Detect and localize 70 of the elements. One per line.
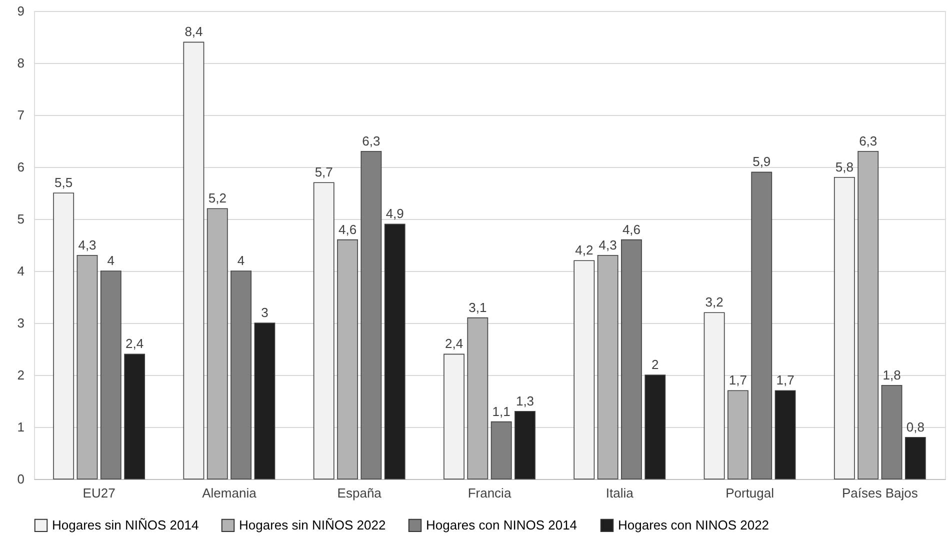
data-label: 6,3 <box>859 133 878 148</box>
y-tick-label: 3 <box>17 316 24 330</box>
bar <box>100 270 122 480</box>
bar <box>881 385 902 480</box>
y-tick-label: 4 <box>17 264 24 278</box>
bar <box>774 390 796 480</box>
data-label: 4 <box>237 253 245 268</box>
legend-label: Hogares sin NIÑOS 2022 <box>239 517 386 532</box>
data-label: 5,7 <box>314 164 333 180</box>
x-tick-label: Países Bajos <box>842 486 918 500</box>
data-label: 3 <box>261 305 268 320</box>
data-label: 4,6 <box>338 222 357 237</box>
bar <box>384 224 406 480</box>
bar <box>514 411 536 480</box>
data-label: 4 <box>107 253 115 268</box>
x-tick-label: EU27 <box>82 486 116 500</box>
y-tick-label: 6 <box>17 160 24 174</box>
data-label: 2,4 <box>444 336 464 352</box>
data-label: 8,4 <box>184 24 203 40</box>
x-tick-label: Alemania <box>202 486 258 500</box>
y-tick-label: 8 <box>17 56 24 70</box>
y-tick-label: 1 <box>17 420 24 434</box>
bar <box>904 437 926 480</box>
bar <box>53 192 74 480</box>
data-label: 1,3 <box>516 393 534 408</box>
x-tick-label: Francia <box>468 486 512 500</box>
bar <box>124 354 146 480</box>
y-tick-label: 7 <box>17 108 24 122</box>
data-label: 3,1 <box>468 300 487 315</box>
data-label: 1,7 <box>728 372 747 388</box>
bar <box>621 239 642 480</box>
y-tick-label: 9 <box>17 4 24 18</box>
data-label: 4,9 <box>386 206 404 222</box>
legend-label: Hogares con NINOS 2014 <box>426 517 578 532</box>
data-label: 4,6 <box>622 222 641 237</box>
data-label: 2 <box>652 357 659 372</box>
data-label: 4,3 <box>598 237 617 252</box>
data-label: 5,9 <box>752 154 771 170</box>
legend-label: Hogares con NINOS 2022 <box>618 517 770 532</box>
data-label: 5,8 <box>835 159 854 174</box>
bar <box>704 312 725 480</box>
data-label: 3,2 <box>705 294 724 310</box>
y-tick-label: 2 <box>17 368 24 382</box>
bar <box>360 151 382 480</box>
x-tick-label: España <box>337 486 382 500</box>
data-label: 5,2 <box>208 190 226 206</box>
bar <box>444 354 464 480</box>
data-label: 1,7 <box>776 372 794 388</box>
bar <box>490 421 512 480</box>
x-tick-label: Italia <box>606 486 634 500</box>
data-label: 0,8 <box>906 419 924 434</box>
bar <box>230 270 252 480</box>
bar <box>254 322 276 480</box>
bar <box>644 374 666 480</box>
y-tick-label: 0 <box>17 472 24 486</box>
data-label: 4,3 <box>78 237 96 252</box>
bar <box>313 182 334 480</box>
data-label: 5,5 <box>54 175 73 190</box>
bar <box>183 42 204 480</box>
bar <box>574 260 595 480</box>
data-label: 1,1 <box>492 404 510 419</box>
bar <box>751 172 772 480</box>
x-tick-label: Portugal <box>726 486 774 500</box>
data-label: 6,3 <box>362 133 380 148</box>
legend-label: Hogares sin NIÑOS 2014 <box>52 517 199 532</box>
data-label: 2,4 <box>126 336 144 352</box>
data-label: 1,8 <box>882 367 901 382</box>
bar <box>834 177 855 480</box>
data-label: 4,2 <box>575 242 594 258</box>
y-tick-label: 5 <box>17 212 24 226</box>
